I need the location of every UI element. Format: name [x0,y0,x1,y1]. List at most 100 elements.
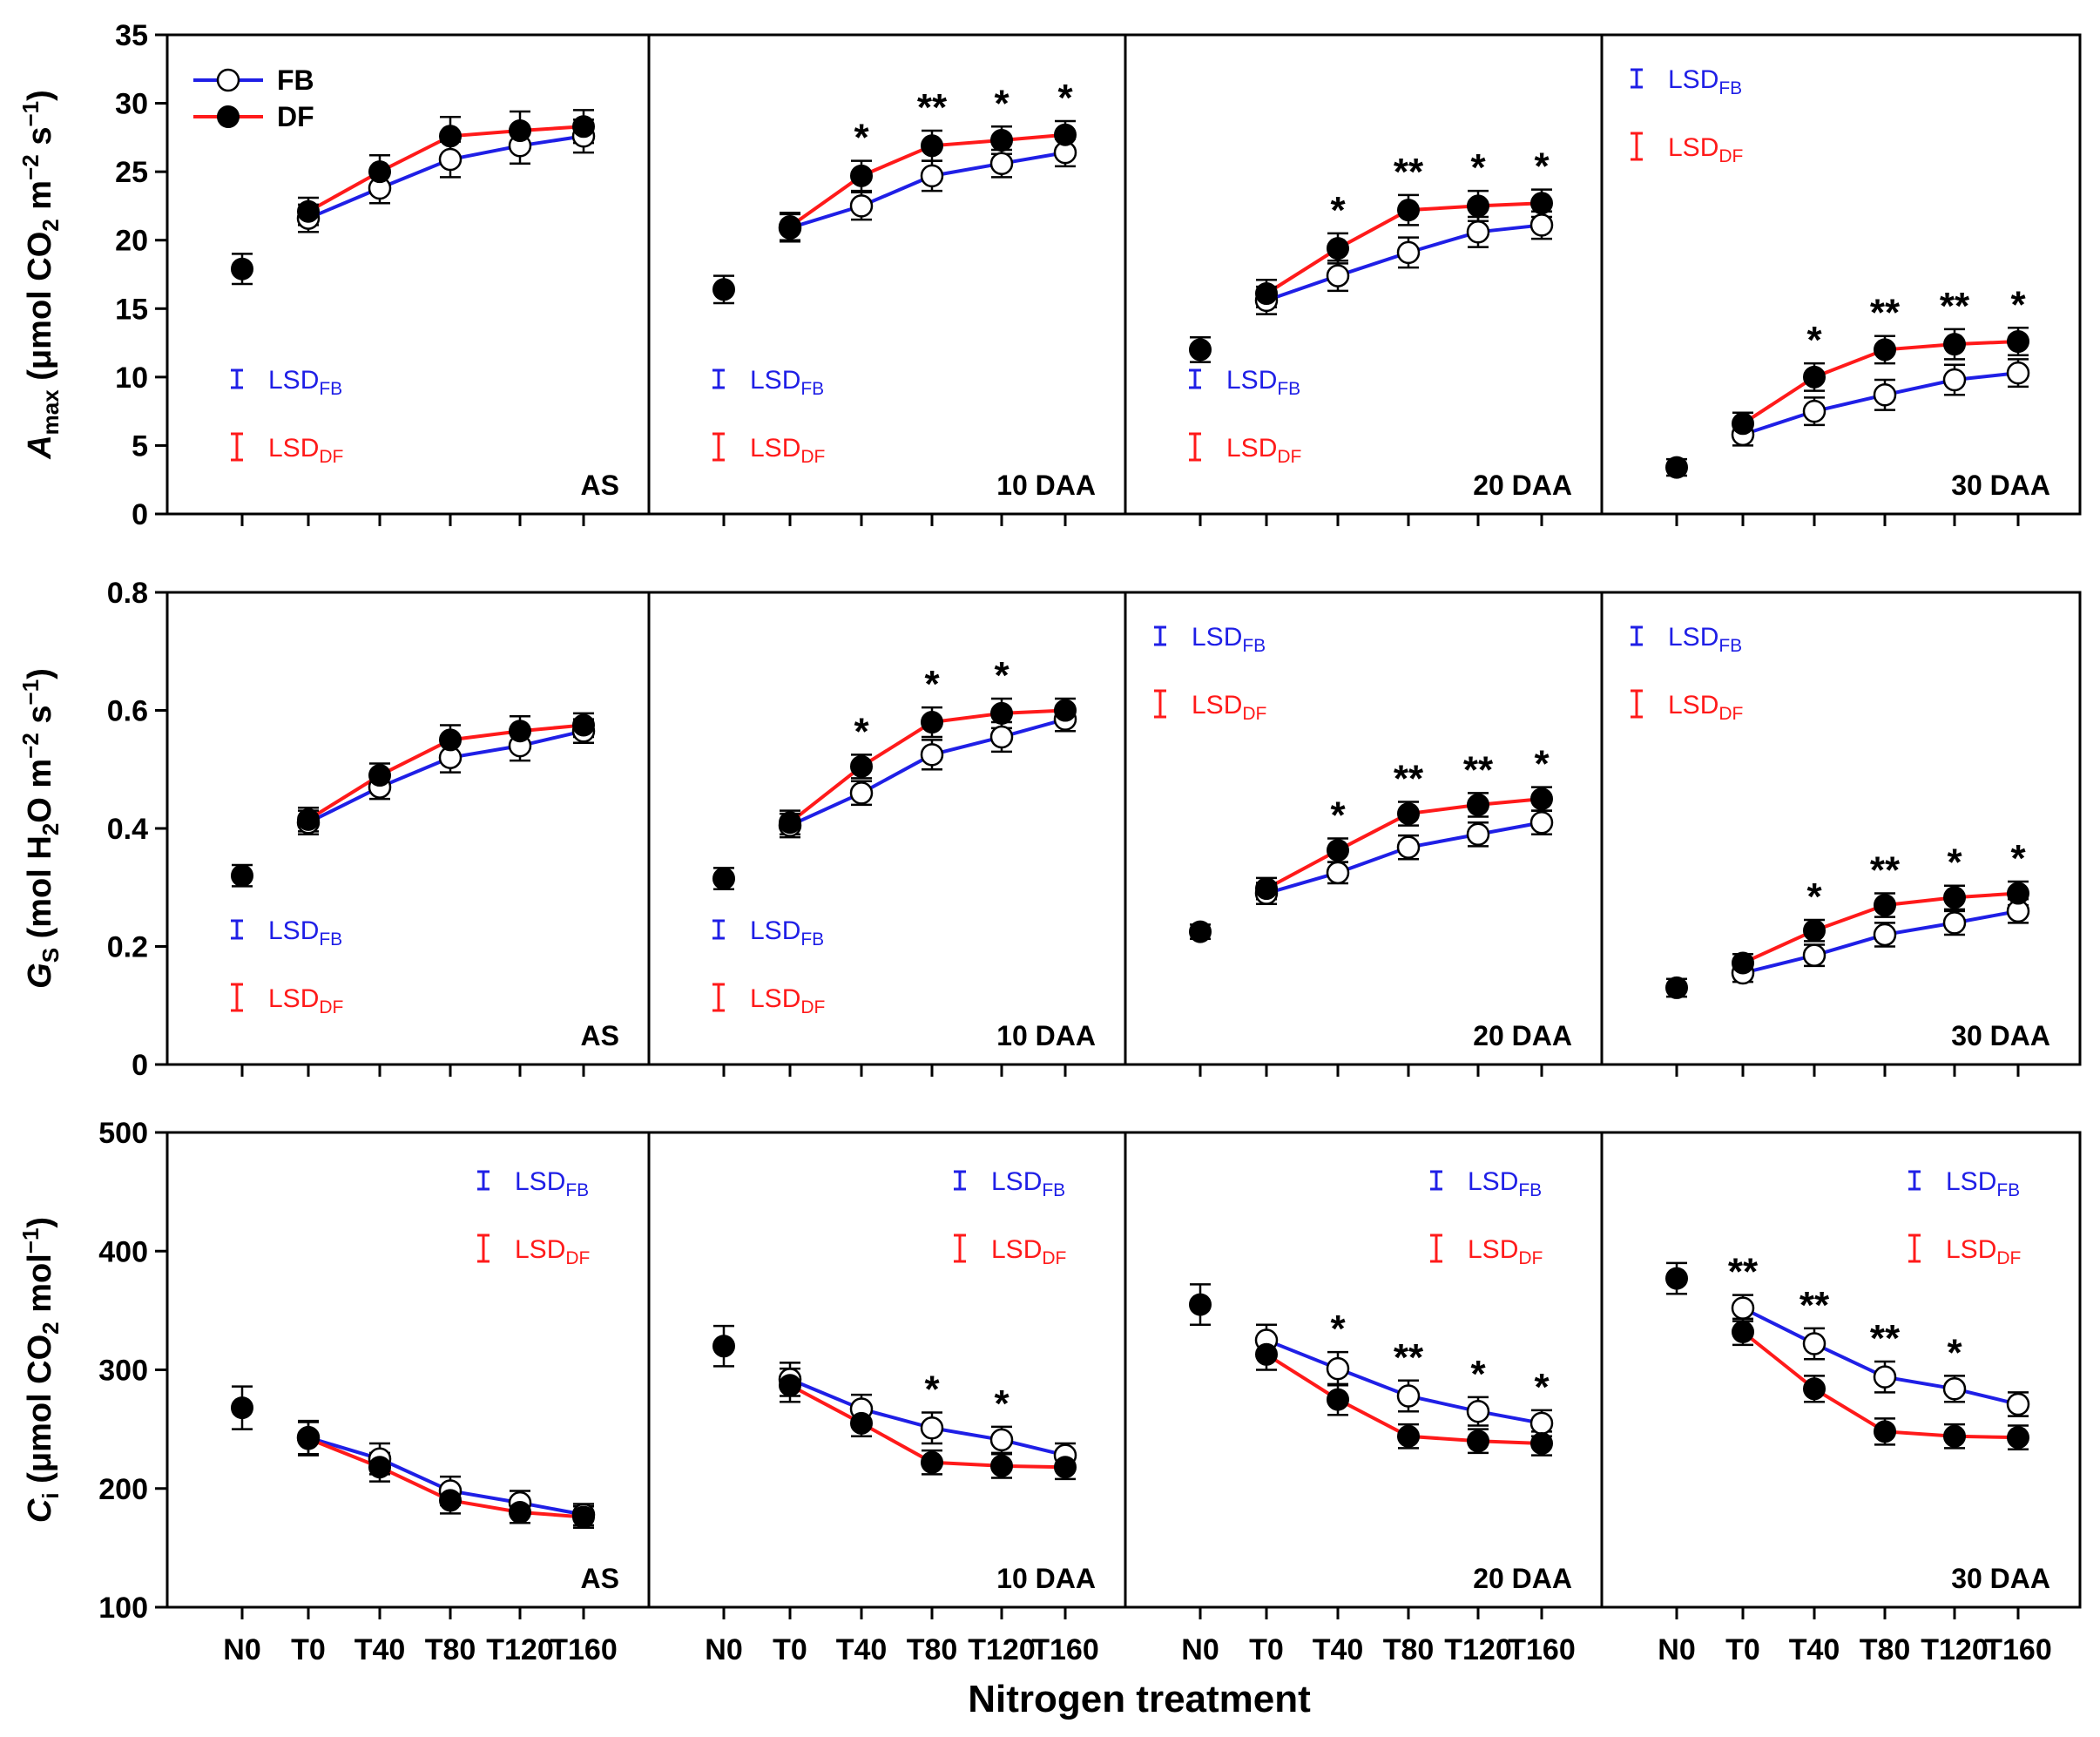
data-point-df [1803,365,1826,389]
y-tick-label: 10 [115,362,148,395]
lsd-label-main: LSD [1946,1235,1996,1264]
y-tick-label: 500 [98,1117,148,1150]
y-tick-label: 300 [98,1355,148,1388]
lsd-label-main: LSD [1226,366,1277,395]
data-point-df [439,125,462,148]
lsd-label-fb: LSDFB [750,366,824,399]
data-point-fb [1466,1399,1490,1423]
lsd-label-main: LSD [515,1235,565,1264]
significance-star: ** [1870,1317,1901,1360]
data-point-fb [849,781,874,805]
lsd-label-df: LSDDF [1468,1235,1543,1268]
y-tick-label: 30 [115,88,148,121]
data-point-fb [920,164,944,188]
y-axis-label-unit: s [22,705,58,733]
significance-star: ** [1940,285,1970,328]
panel-label: 20 DAA [1473,470,1572,501]
data-point-fb [1802,943,1827,967]
y-tick-label: 5 [132,429,148,463]
data-point-df [1255,877,1278,901]
lsd-label-sub: FB [1518,1180,1542,1200]
lsd-label-sub: DF [565,1248,590,1268]
x-tick-label: N0 [705,1633,742,1666]
panel-label: 10 DAA [996,470,1096,501]
y-axis-label-unit: ) [22,90,58,101]
lsd-label-fb: LSDFB [1946,1167,2020,1200]
data-point-df [572,1505,595,1529]
data-point-n0 [231,257,253,280]
panel-label: AS [581,1563,619,1594]
lsd-label-df: LSDDF [1226,434,1301,467]
data-point-df [1943,886,1966,909]
data-point-df [1530,787,1553,811]
data-point-fb [989,725,1014,749]
data-point-df [1255,282,1278,305]
lsd-label-sub: FB [800,379,824,399]
y-axis-label-unit: (μmol CO [22,1335,58,1493]
data-point-fb [1326,1356,1350,1381]
panel-frame [647,1131,1127,1609]
data-point-df [1874,1420,1896,1443]
x-tick-label: T120 [968,1633,1036,1666]
data-point-fb [1396,240,1421,265]
data-point-fb [1326,264,1350,287]
panel-label: 20 DAA [1473,1563,1572,1594]
data-point-df [1327,237,1349,260]
data-point-df [1874,894,1896,917]
data-point-fb [1802,399,1827,423]
x-tick-label: T40 [1313,1633,1364,1666]
data-point-fb [1466,822,1490,847]
lsd-label-sub: FB [1718,636,1742,656]
significance-star: * [1947,1331,1962,1374]
x-tick-label: N0 [1658,1633,1695,1666]
lsd-label-sub: FB [1042,1180,1065,1200]
lsd-label-main: LSD [268,984,319,1013]
data-point-fb [1529,810,1554,835]
lsd-label-main: LSD [991,1235,1042,1264]
y-axis-label: Ci (μmol CO2 mol−1) [17,1217,64,1523]
significance-star: ** [1870,292,1901,335]
x-tick-label: T40 [1789,1633,1840,1666]
legend-label-fb: FB [277,64,314,96]
data-point-df [850,1411,873,1435]
panel-label: 30 DAA [1951,470,2050,501]
significance-star: ** [917,86,948,129]
data-point-df [439,728,462,752]
data-point-df [921,711,943,734]
data-point-fb [849,194,874,218]
lsd-label-sub: FB [1996,1180,2020,1200]
lsd-label-sub: DF [1277,447,1301,467]
data-point-fb [1466,220,1490,244]
data-point-df [1467,194,1489,218]
x-tick-label: T40 [355,1633,406,1666]
data-point-fb [1942,368,1967,392]
panel-frame [1124,591,1604,1066]
data-point-fb [2006,1392,2030,1416]
data-point-fb [438,147,463,172]
data-point-df [509,119,531,142]
data-point-df [368,764,391,787]
y-tick-label: 200 [98,1473,148,1506]
lsd-label-fb: LSDFB [268,916,342,950]
data-point-df [2007,882,2029,905]
lsd-label-fb: LSDFB [1668,65,1742,98]
legend-marker-df [217,105,240,128]
lsd-label-df: LSDDF [750,984,825,1017]
data-point-df [2007,1426,2029,1450]
significance-star: * [2010,837,2026,880]
panel-frame [1124,1131,1604,1609]
lsd-label-sub: FB [1718,78,1742,98]
lsd-label-main: LSD [268,916,319,945]
data-point-n0 [1665,1267,1688,1290]
y-tick-label: 400 [98,1235,148,1268]
significance-star: ** [1870,849,1901,892]
y-tick-label: 35 [115,19,148,52]
lsd-label-main: LSD [1226,434,1277,463]
y-tick-label: 15 [115,293,148,326]
